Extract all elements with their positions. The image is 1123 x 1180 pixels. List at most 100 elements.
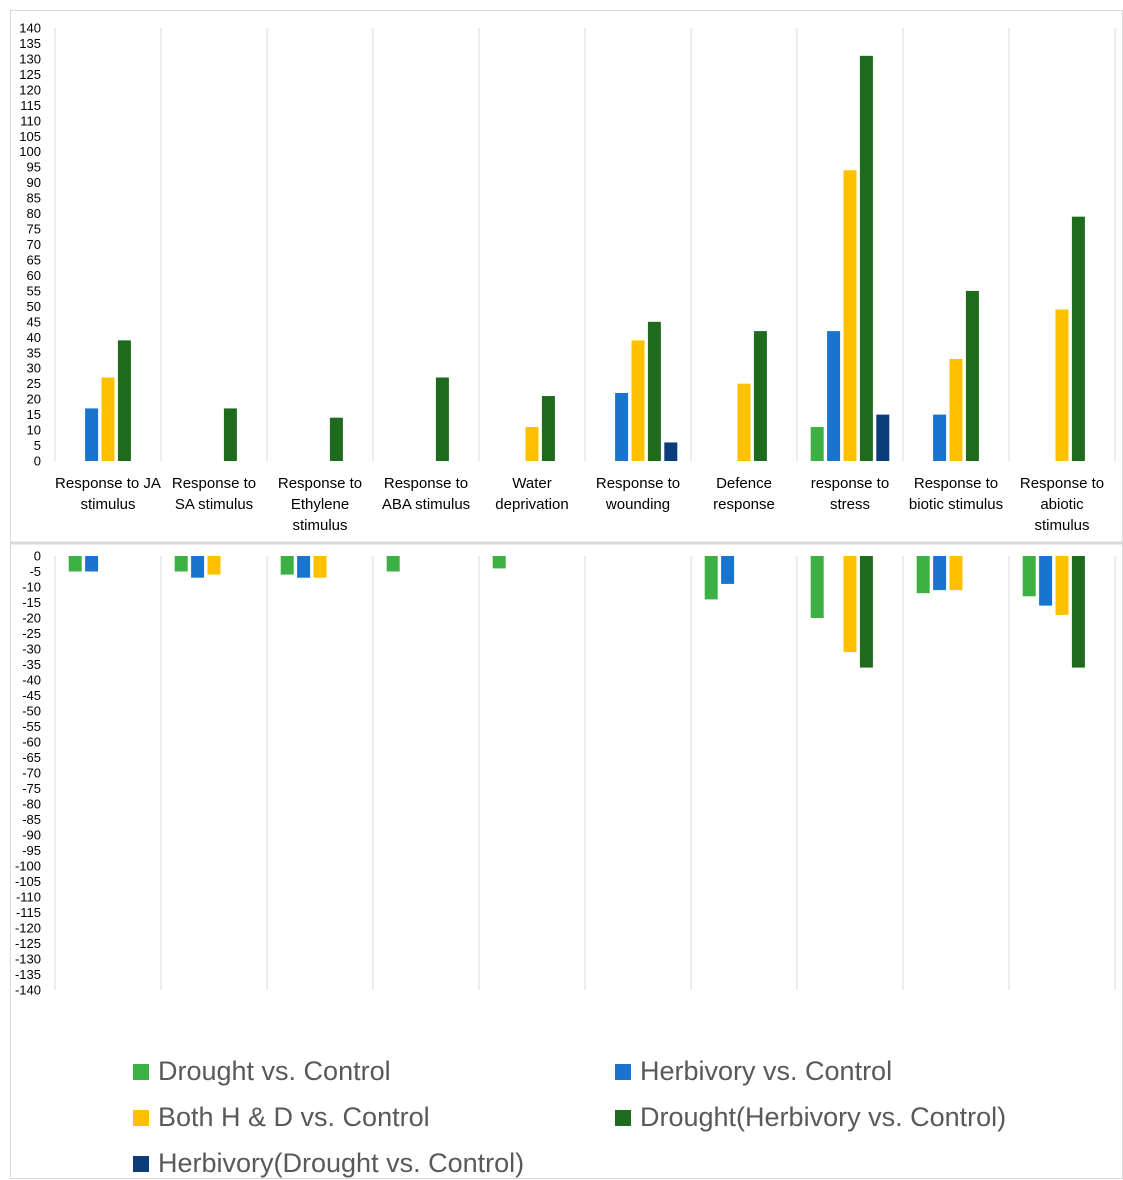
up-y-tick-label: 50 — [27, 299, 41, 314]
down-y-tick-label: -55 — [22, 719, 41, 734]
down-y-tick-label: 0 — [34, 549, 41, 564]
down-bar-both-h-d-vs-control-response-to-abiotic-stimulus — [1055, 556, 1069, 615]
up-y-tick-label: 40 — [27, 330, 41, 345]
up-bar-drought-herbivory-vs-control-response-to-wounding — [647, 321, 661, 461]
down-bar-both-h-d-vs-control-response-to-biotic-stimulus — [949, 556, 963, 591]
down-y-tick-label: -35 — [22, 657, 41, 672]
upregulated-panel: 1401351301251201151101051009590858075706… — [19, 21, 1116, 534]
up-bar-both-h-d-vs-control-defence-response — [737, 383, 751, 461]
up-bar-drought-herbivory-vs-control-defence-response — [753, 331, 767, 461]
up-bar-drought-herbivory-vs-control-response-to-sa-stimulus — [223, 408, 237, 461]
up-bar-drought-herbivory-vs-control-response-to-abiotic-stimulus — [1071, 216, 1085, 461]
category-label-response-to-wounding: Response to wounding — [596, 475, 680, 513]
category-label-defence-response: Defence response — [713, 475, 775, 513]
down-y-tick-label: -75 — [22, 781, 41, 796]
up-y-tick-label: 15 — [27, 407, 41, 422]
downregulated-panel: 0-5-10-15-20-25-30-35-40-45-50-55-60-65-… — [15, 549, 1116, 998]
down-y-tick-label: -90 — [22, 828, 41, 843]
down-bar-drought-vs-control-response-to-ja-stimulus — [68, 556, 82, 572]
down-y-tick-label: -105 — [15, 874, 41, 889]
down-bar-herbivory-vs-control-response-to-ethylene-stimulus — [297, 556, 311, 578]
down-bar-herbivory-vs-control-response-to-abiotic-stimulus — [1039, 556, 1053, 606]
down-y-tick-label: -60 — [22, 735, 41, 750]
up-bar-drought-herbivory-vs-control-response-to-biotic-stimulus — [965, 290, 979, 461]
up-y-tick-label: 110 — [20, 113, 41, 128]
up-bar-both-h-d-vs-control-response-to-ja-stimulus — [101, 377, 115, 461]
down-bar-both-h-d-vs-control-response-to-stress — [843, 556, 857, 653]
category-label-water-deprivation: Water deprivation — [495, 475, 568, 513]
up-bar-both-h-d-vs-control-response-to-biotic-stimulus — [949, 358, 963, 461]
up-y-tick-label: 5 — [34, 438, 41, 453]
down-y-tick-label: -50 — [22, 704, 41, 719]
down-y-tick-label: -70 — [22, 766, 41, 781]
up-bar-both-h-d-vs-control-water-deprivation — [525, 426, 539, 461]
up-y-tick-label: 130 — [19, 51, 41, 66]
down-y-tick-label: -100 — [15, 859, 41, 874]
up-y-tick-label: 45 — [27, 314, 41, 329]
up-y-tick-label: 65 — [27, 252, 41, 267]
up-y-tick-label: 35 — [27, 345, 41, 360]
down-y-tick-label: -125 — [15, 936, 41, 951]
up-y-tick-label: 55 — [27, 283, 41, 298]
category-label-response-to-aba-stimulus: Response to ABA stimulus — [382, 475, 470, 513]
up-bar-drought-herbivory-vs-control-response-to-aba-stimulus — [435, 377, 449, 461]
down-bar-drought-vs-control-response-to-stress — [810, 556, 824, 618]
up-bar-drought-herbivory-vs-control-water-deprivation — [541, 396, 555, 461]
up-y-tick-label: 115 — [20, 98, 41, 113]
up-bar-herbivory-drought-vs-control-response-to-stress — [876, 414, 890, 461]
down-bar-drought-vs-control-response-to-abiotic-stimulus — [1022, 556, 1036, 597]
up-bar-drought-herbivory-vs-control-response-to-ja-stimulus — [117, 340, 131, 461]
up-y-tick-label: 120 — [19, 82, 41, 97]
up-y-tick-label: 105 — [19, 129, 41, 144]
down-y-tick-label: -20 — [22, 611, 41, 626]
up-y-tick-label: 95 — [27, 160, 41, 175]
up-y-tick-label: 100 — [19, 144, 41, 159]
down-y-tick-label: -110 — [16, 890, 41, 905]
down-bar-drought-vs-control-response-to-aba-stimulus — [386, 556, 400, 572]
down-bar-drought-herbivory-vs-control-response-to-stress — [859, 556, 873, 668]
up-bar-herbivory-vs-control-response-to-ja-stimulus — [85, 408, 99, 461]
down-bar-both-h-d-vs-control-response-to-ethylene-stimulus — [313, 556, 327, 578]
up-bar-both-h-d-vs-control-response-to-abiotic-stimulus — [1055, 309, 1069, 461]
down-bar-drought-vs-control-response-to-biotic-stimulus — [916, 556, 930, 594]
up-y-tick-label: 80 — [27, 206, 41, 221]
up-y-tick-label: 85 — [27, 191, 41, 206]
down-y-tick-label: -40 — [22, 673, 41, 688]
down-y-tick-label: -30 — [22, 642, 41, 657]
up-bar-both-h-d-vs-control-response-to-wounding — [631, 340, 645, 461]
down-y-tick-label: -115 — [16, 905, 41, 920]
down-y-tick-label: -25 — [22, 626, 41, 641]
up-bar-drought-herbivory-vs-control-response-to-stress — [859, 55, 873, 461]
up-y-tick-label: 60 — [27, 268, 41, 283]
up-bar-herbivory-vs-control-response-to-biotic-stimulus — [933, 414, 947, 461]
up-y-tick-label: 25 — [27, 376, 41, 391]
category-label-response-to-ja-stimulus: Response to JA stimulus — [55, 475, 161, 513]
up-y-tick-label: 0 — [34, 454, 41, 469]
up-bar-herbivory-vs-control-response-to-wounding — [615, 392, 629, 461]
down-y-tick-label: -95 — [22, 843, 41, 858]
outer-frame — [10, 10, 1123, 1179]
down-y-tick-label: -130 — [15, 952, 41, 967]
down-y-tick-label: -5 — [29, 564, 41, 579]
down-y-tick-label: -140 — [15, 983, 41, 998]
down-bar-drought-vs-control-defence-response — [704, 556, 718, 600]
category-label-response-to-biotic-stimulus: Response to biotic stimulus — [909, 475, 1003, 513]
up-bar-herbivory-drought-vs-control-response-to-wounding — [664, 442, 678, 461]
category-label-response-to-abiotic-stimulus: Response to abiotic stimulus — [1020, 475, 1104, 534]
up-bar-both-h-d-vs-control-response-to-stress — [843, 170, 857, 461]
down-bar-drought-vs-control-water-deprivation — [492, 556, 506, 569]
down-y-tick-label: -45 — [22, 688, 41, 703]
down-y-tick-label: -80 — [22, 797, 41, 812]
up-y-tick-label: 135 — [19, 36, 41, 51]
up-y-tick-label: 90 — [27, 175, 41, 190]
up-y-tick-label: 30 — [27, 361, 41, 376]
down-y-tick-label: -85 — [22, 812, 41, 827]
up-y-tick-label: 75 — [27, 222, 41, 237]
down-bar-both-h-d-vs-control-response-to-sa-stimulus — [207, 556, 221, 575]
up-bar-drought-vs-control-response-to-stress — [810, 426, 824, 461]
up-y-tick-label: 140 — [19, 21, 41, 36]
down-y-tick-label: -120 — [15, 921, 41, 936]
down-bar-herbivory-vs-control-response-to-sa-stimulus — [191, 556, 205, 578]
down-y-tick-label: -15 — [22, 595, 41, 610]
